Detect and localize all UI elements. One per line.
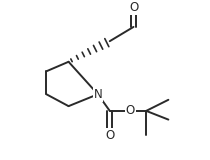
Text: N: N [93, 88, 102, 101]
Text: O: O [105, 129, 114, 142]
Text: O: O [126, 104, 135, 117]
Text: O: O [129, 1, 138, 14]
